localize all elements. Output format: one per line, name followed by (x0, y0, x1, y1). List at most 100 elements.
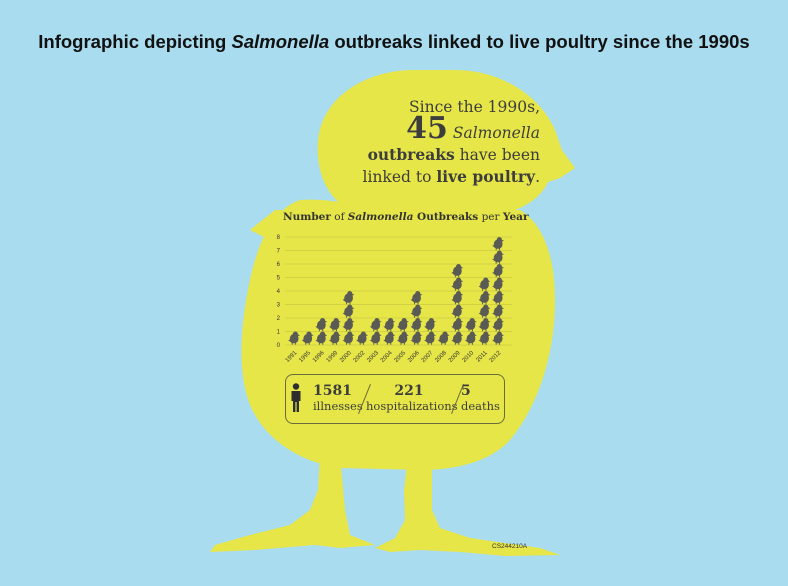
illnesses-stat: 1581 illnesses (313, 383, 363, 414)
chick-icon (342, 304, 355, 318)
x-tick-label: 2009 (448, 350, 462, 364)
chart-title: Number of Salmonella Outbreaks per Year (283, 211, 529, 223)
y-tick-label: 8 (277, 235, 281, 241)
bar-2002 (356, 331, 369, 345)
page-title: Infographic depicting Salmonella outbrea… (38, 31, 750, 52)
bar-1995 (301, 331, 314, 345)
x-tick-label: 1999 (326, 350, 340, 364)
document-code: CS244210A (492, 543, 528, 550)
chick-icon (492, 331, 505, 345)
hospitalizations-count: 221 (394, 383, 424, 399)
chick-icon (424, 331, 437, 345)
bar-2010 (465, 318, 477, 345)
chick-icon (478, 277, 491, 291)
headline-line4: linked to live poultry. (362, 167, 540, 186)
chick-icon (492, 291, 505, 305)
chick-icon (397, 331, 409, 345)
x-tick-label: 2011 (475, 350, 489, 364)
y-tick-label: 6 (277, 262, 281, 268)
x-tick-label: 1995 (298, 350, 312, 364)
chick-icon (301, 331, 314, 345)
chick-icon (492, 250, 505, 264)
hospitalizations-label: hospitalizations (366, 399, 458, 413)
illnesses-count: 1581 (313, 383, 352, 399)
chick-icon (369, 331, 382, 345)
bar-2003 (369, 318, 382, 345)
x-tick-label: 1996 (312, 350, 326, 364)
chick-icon (410, 304, 423, 318)
chick-icon (437, 331, 450, 345)
chick-icon (424, 318, 437, 332)
chick-icon (315, 331, 328, 345)
hospitalizations-stat: 221 hospitalizations (366, 383, 458, 414)
chick-icon (451, 277, 464, 291)
chick-icon (410, 291, 423, 305)
headline-line2: 45 Salmonella (330, 114, 540, 144)
chick-icon (451, 318, 464, 332)
chick-icon (342, 331, 355, 345)
bar-1999 (329, 318, 341, 345)
chick-icon (492, 237, 505, 251)
bar-1991 (288, 331, 301, 345)
x-tick-label: 2006 (407, 350, 421, 364)
chick-icon (492, 318, 505, 332)
x-tick-label: 2008 (434, 350, 448, 364)
person-icon (291, 383, 301, 412)
headline-line3: outbreaks have been (367, 145, 540, 164)
chick-icon (478, 291, 491, 305)
chick-icon (410, 318, 423, 332)
chick-icon (451, 291, 464, 305)
outbreak-count: 45 (406, 111, 448, 146)
y-tick-label: 7 (277, 249, 281, 255)
illnesses-label: illnesses (313, 399, 363, 413)
x-tick-label: 2007 (421, 350, 435, 364)
y-tick-label: 1 (277, 330, 281, 336)
chick-icon (329, 331, 341, 345)
chick-icon (492, 304, 505, 318)
chick-icon (451, 331, 464, 345)
x-tick-label: 2004 (380, 350, 394, 364)
y-tick-label: 4 (277, 289, 281, 295)
chick-icon (342, 318, 355, 332)
y-tick-label: 5 (277, 276, 281, 282)
bar-2000 (342, 291, 355, 345)
deaths-label: deaths (461, 399, 500, 413)
chick-icon (342, 291, 355, 305)
chick-icon (315, 318, 328, 332)
deaths-count: 5 (461, 383, 471, 399)
chick-icon (397, 318, 409, 332)
chick-icon (492, 264, 505, 278)
chick-icon (451, 304, 464, 318)
chick-icon (329, 318, 341, 332)
x-tick-label: 2003 (366, 350, 380, 364)
chick-icon (451, 264, 464, 278)
y-tick-label: 0 (277, 343, 281, 349)
chick-icon (478, 331, 491, 345)
headline-line1: Since the 1990s, (409, 98, 540, 116)
y-tick-label: 2 (277, 316, 281, 322)
x-tick-label: 2005 (394, 350, 408, 364)
x-tick-label: 2000 (339, 350, 353, 364)
x-tick-label: 2002 (353, 350, 367, 364)
bar-2005 (397, 318, 409, 345)
bar-2012 (492, 237, 505, 345)
bar-2011 (478, 277, 491, 345)
y-tick-label: 3 (277, 303, 281, 309)
chick-icon (369, 318, 382, 332)
x-tick-label: 2012 (489, 350, 503, 364)
chick-icon (478, 304, 491, 318)
chart-gridlines (285, 236, 512, 346)
chick-icon (478, 318, 491, 332)
bar-2004 (383, 318, 396, 345)
chick-icon (288, 331, 301, 345)
x-tick-label: 2010 (462, 350, 476, 364)
headline-salmonella: Salmonella (452, 124, 540, 142)
bar-2006 (410, 291, 423, 345)
bar-2007 (424, 318, 437, 345)
bar-2009 (451, 264, 464, 345)
chick-icon (383, 331, 396, 345)
chick-icon (383, 318, 396, 332)
chick-icon (465, 331, 477, 345)
